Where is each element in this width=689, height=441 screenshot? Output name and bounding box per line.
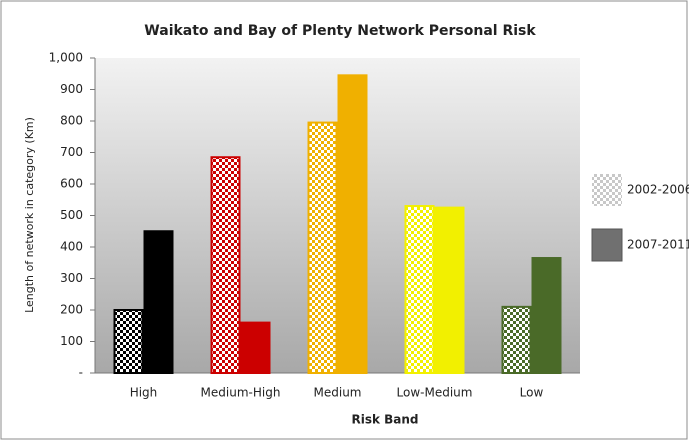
x-tick-label: High: [130, 386, 158, 400]
bar: [434, 206, 465, 374]
y-tick-label: 400: [60, 240, 83, 254]
legend-swatch: [591, 228, 623, 262]
legend-label: 2002-2006: [627, 183, 689, 197]
bar: [240, 321, 271, 375]
x-tick-label: Low-Medium: [397, 386, 473, 400]
x-tick-label: Medium: [314, 386, 362, 400]
legend-swatch: [592, 174, 622, 206]
legend-label: 2007-2011: [627, 238, 689, 252]
x-tick-label: Medium-High: [201, 386, 281, 400]
y-tick-label: 1,000: [49, 51, 83, 65]
bar: [501, 305, 532, 375]
bar: [404, 205, 435, 374]
bar: [210, 156, 241, 374]
y-tick-label: -: [79, 366, 83, 380]
x-tick-label: Low: [520, 386, 544, 400]
bar: [337, 74, 368, 374]
y-tick-label: 600: [60, 177, 83, 191]
y-axis-title: Length of network in category (Km): [23, 117, 36, 313]
bar: [307, 121, 338, 374]
y-tick-label: 800: [60, 114, 83, 128]
y-tick-label: 100: [60, 334, 83, 348]
bar: [531, 257, 562, 374]
bar: [113, 309, 144, 374]
y-tick-label: 300: [60, 271, 83, 285]
y-tick-label: 500: [60, 208, 83, 222]
x-axis-title: Risk Band: [351, 413, 418, 427]
chart-title: Waikato and Bay of Plenty Network Person…: [144, 23, 536, 39]
y-tick-label: 200: [60, 303, 83, 317]
bar: [143, 230, 174, 374]
y-tick-label: 900: [60, 82, 83, 96]
y-tick-label: 700: [60, 145, 83, 159]
